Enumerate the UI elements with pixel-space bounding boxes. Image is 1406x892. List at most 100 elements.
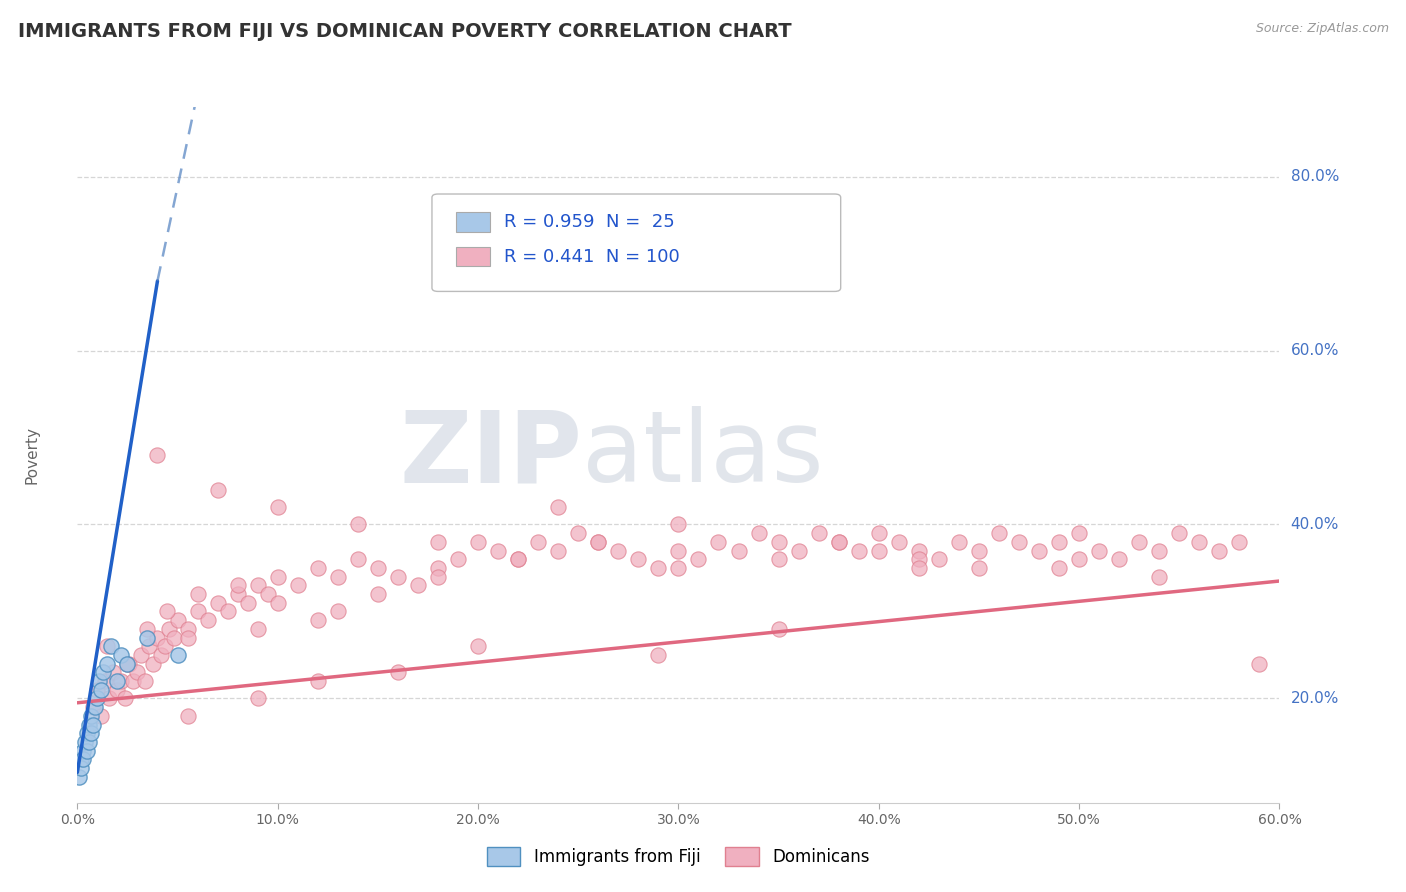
Text: R = 0.441  N = 100: R = 0.441 N = 100 <box>505 248 681 266</box>
Point <box>155 639 177 653</box>
Point <box>176 708 198 723</box>
Point <box>217 605 239 619</box>
Point <box>267 596 290 610</box>
Text: ZIP: ZIP <box>399 407 582 503</box>
Point <box>70 761 93 775</box>
Point <box>226 578 249 592</box>
Point <box>1108 552 1130 566</box>
Point <box>176 631 198 645</box>
Point <box>72 752 94 766</box>
Point <box>1088 543 1111 558</box>
Point <box>267 500 290 514</box>
Point <box>267 570 290 584</box>
Point <box>90 708 112 723</box>
Point <box>166 648 188 662</box>
Point <box>96 657 118 671</box>
Point <box>70 752 93 766</box>
Point <box>868 543 890 558</box>
Point <box>136 631 159 645</box>
Point <box>967 543 990 558</box>
Point <box>86 682 108 697</box>
Point <box>547 543 569 558</box>
Point <box>82 717 104 731</box>
Point <box>72 744 94 758</box>
Point <box>79 735 101 749</box>
FancyBboxPatch shape <box>432 194 841 292</box>
Point <box>86 691 108 706</box>
Point <box>93 665 115 680</box>
Point <box>80 708 103 723</box>
Point <box>89 674 111 689</box>
Point <box>90 682 112 697</box>
Point <box>427 570 450 584</box>
Point <box>868 526 890 541</box>
Point <box>908 561 931 575</box>
Point <box>1028 543 1050 558</box>
Point <box>207 483 229 497</box>
Point <box>588 534 610 549</box>
Point <box>707 534 730 549</box>
Point <box>1128 534 1150 549</box>
Point <box>668 517 690 532</box>
Point <box>727 543 749 558</box>
Point <box>1149 570 1171 584</box>
Point <box>828 534 851 549</box>
Point <box>100 639 122 653</box>
Point <box>768 534 790 549</box>
Point <box>94 674 117 689</box>
Point <box>347 517 370 532</box>
Point <box>567 526 589 541</box>
Point <box>79 717 101 731</box>
Point <box>159 622 181 636</box>
Point <box>246 578 269 592</box>
Point <box>668 561 690 575</box>
Point <box>948 534 970 549</box>
Point <box>246 691 269 706</box>
Point <box>76 744 98 758</box>
Point <box>588 534 610 549</box>
Point <box>307 674 329 689</box>
Point <box>246 622 269 636</box>
Point <box>76 726 98 740</box>
Point <box>1188 534 1211 549</box>
Point <box>347 552 370 566</box>
Point <box>117 657 139 671</box>
Point <box>146 448 169 462</box>
Point <box>527 534 550 549</box>
Point <box>98 691 121 706</box>
Point <box>307 561 329 575</box>
Point <box>138 639 160 653</box>
Text: Source: ZipAtlas.com: Source: ZipAtlas.com <box>1256 22 1389 36</box>
Text: 40.0%: 40.0% <box>1291 517 1339 532</box>
Point <box>186 605 209 619</box>
Point <box>647 648 669 662</box>
Text: 20.0%: 20.0% <box>1291 691 1339 706</box>
Legend: Immigrants from Fiji, Dominicans: Immigrants from Fiji, Dominicans <box>479 838 877 874</box>
Point <box>1047 561 1070 575</box>
Point <box>467 534 489 549</box>
Point <box>387 665 409 680</box>
Point <box>887 534 910 549</box>
Point <box>508 552 530 566</box>
Point <box>307 613 329 627</box>
Point <box>156 605 179 619</box>
Point <box>1069 526 1091 541</box>
Point <box>207 596 229 610</box>
Point <box>908 543 931 558</box>
Point <box>828 534 851 549</box>
Point <box>467 639 489 653</box>
Point <box>1208 543 1230 558</box>
Point <box>117 657 139 671</box>
Point <box>547 500 569 514</box>
Point <box>647 561 669 575</box>
Point <box>197 613 219 627</box>
Point <box>131 648 153 662</box>
Point <box>427 534 450 549</box>
Point <box>186 587 209 601</box>
Point <box>226 587 249 601</box>
Point <box>607 543 630 558</box>
Point <box>146 631 169 645</box>
Point <box>908 552 931 566</box>
Point <box>1069 552 1091 566</box>
Point <box>166 613 188 627</box>
